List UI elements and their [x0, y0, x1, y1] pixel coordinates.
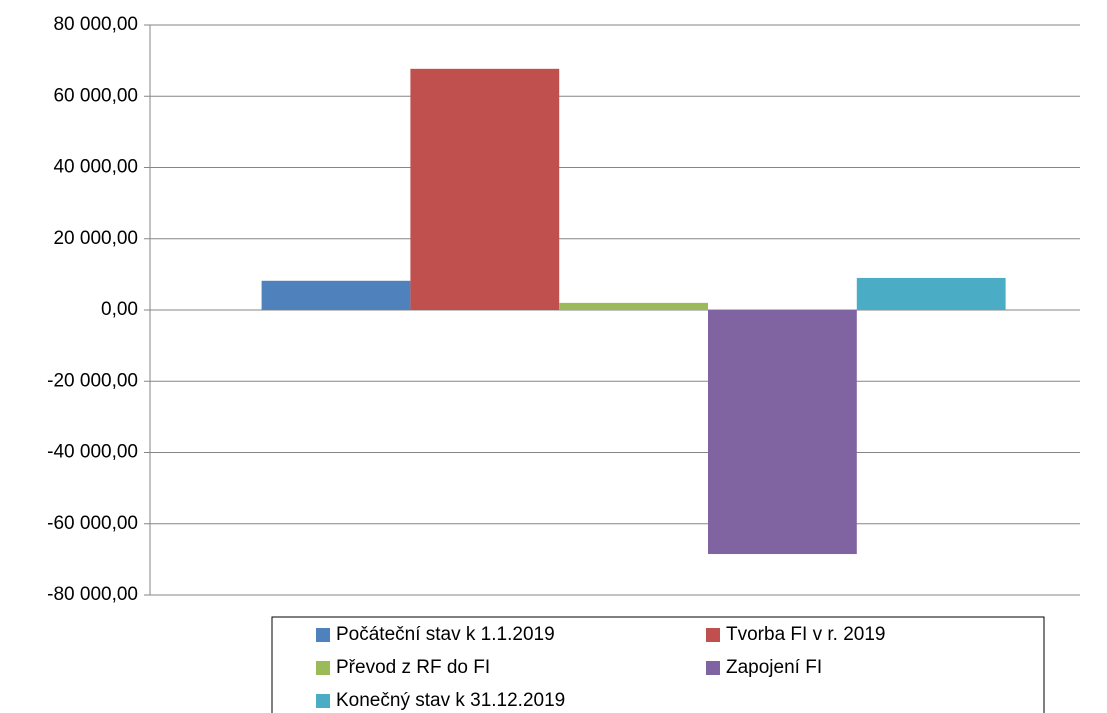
y-tick-label: 20 000,00: [53, 228, 138, 249]
legend-label: Převod z RF do FI: [336, 657, 490, 678]
y-tick-label: -20 000,00: [47, 370, 138, 391]
y-tick-label: 40 000,00: [53, 157, 138, 178]
legend-swatch: [316, 694, 330, 708]
legend-swatch: [316, 628, 330, 642]
bar: [559, 302, 708, 310]
legend-label: Počáteční stav k 1.1.2019: [336, 624, 555, 645]
bar: [708, 310, 857, 555]
bar: [856, 277, 1006, 310]
y-tick-label: -40 000,00: [47, 442, 138, 463]
legend-label: Konečný stav k 31.12.2019: [336, 690, 565, 711]
y-tick-label: -60 000,00: [47, 513, 138, 534]
legend-swatch: [706, 628, 720, 642]
y-tick-label: -80 000,00: [47, 584, 138, 605]
y-tick-label: 60 000,00: [53, 85, 138, 106]
bar: [410, 68, 560, 310]
y-tick-label: 0,00: [101, 299, 138, 320]
legend-swatch: [706, 661, 720, 675]
legend-label: Zapojení FI: [726, 657, 822, 678]
y-tick-label: 80 000,00: [53, 14, 138, 35]
legend-box: [271, 616, 1045, 713]
legend-swatch: [316, 661, 330, 675]
legend-label: Tvorba FI v r. 2019: [726, 624, 885, 645]
bar: [261, 280, 411, 310]
